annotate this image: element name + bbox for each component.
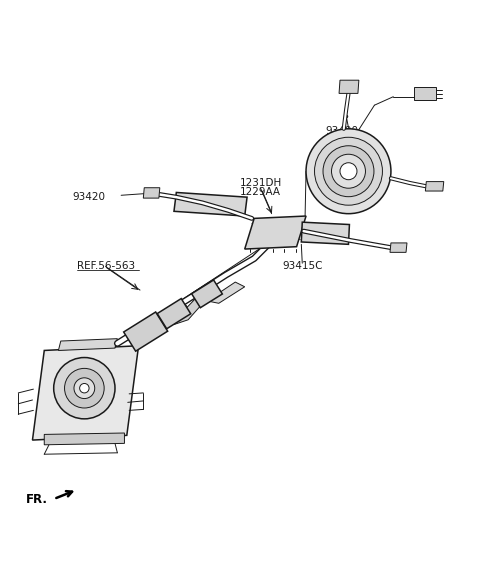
- Polygon shape: [301, 222, 349, 244]
- Polygon shape: [144, 188, 160, 198]
- Circle shape: [323, 146, 374, 196]
- Polygon shape: [33, 346, 139, 440]
- Polygon shape: [174, 192, 247, 216]
- Circle shape: [306, 129, 391, 214]
- Polygon shape: [339, 80, 359, 93]
- Text: 93415C: 93415C: [282, 261, 323, 271]
- Circle shape: [64, 368, 104, 408]
- Text: 93490: 93490: [325, 126, 358, 136]
- Polygon shape: [124, 312, 168, 351]
- Polygon shape: [192, 280, 222, 308]
- Circle shape: [74, 378, 95, 399]
- Circle shape: [54, 357, 115, 419]
- Polygon shape: [169, 294, 207, 325]
- Polygon shape: [390, 243, 407, 252]
- Text: 1231DH: 1231DH: [240, 178, 282, 188]
- Polygon shape: [414, 87, 436, 100]
- Text: REF.56-563: REF.56-563: [77, 261, 135, 271]
- Text: 1229AA: 1229AA: [240, 188, 281, 198]
- Text: FR.: FR.: [25, 493, 48, 507]
- Polygon shape: [157, 298, 191, 329]
- Circle shape: [314, 137, 383, 205]
- Polygon shape: [44, 433, 124, 445]
- Polygon shape: [207, 282, 245, 303]
- Circle shape: [340, 163, 357, 180]
- Polygon shape: [59, 339, 118, 350]
- Polygon shape: [245, 216, 306, 249]
- Polygon shape: [425, 181, 444, 191]
- Circle shape: [332, 154, 365, 188]
- Circle shape: [80, 384, 89, 393]
- Text: 93420: 93420: [72, 192, 106, 202]
